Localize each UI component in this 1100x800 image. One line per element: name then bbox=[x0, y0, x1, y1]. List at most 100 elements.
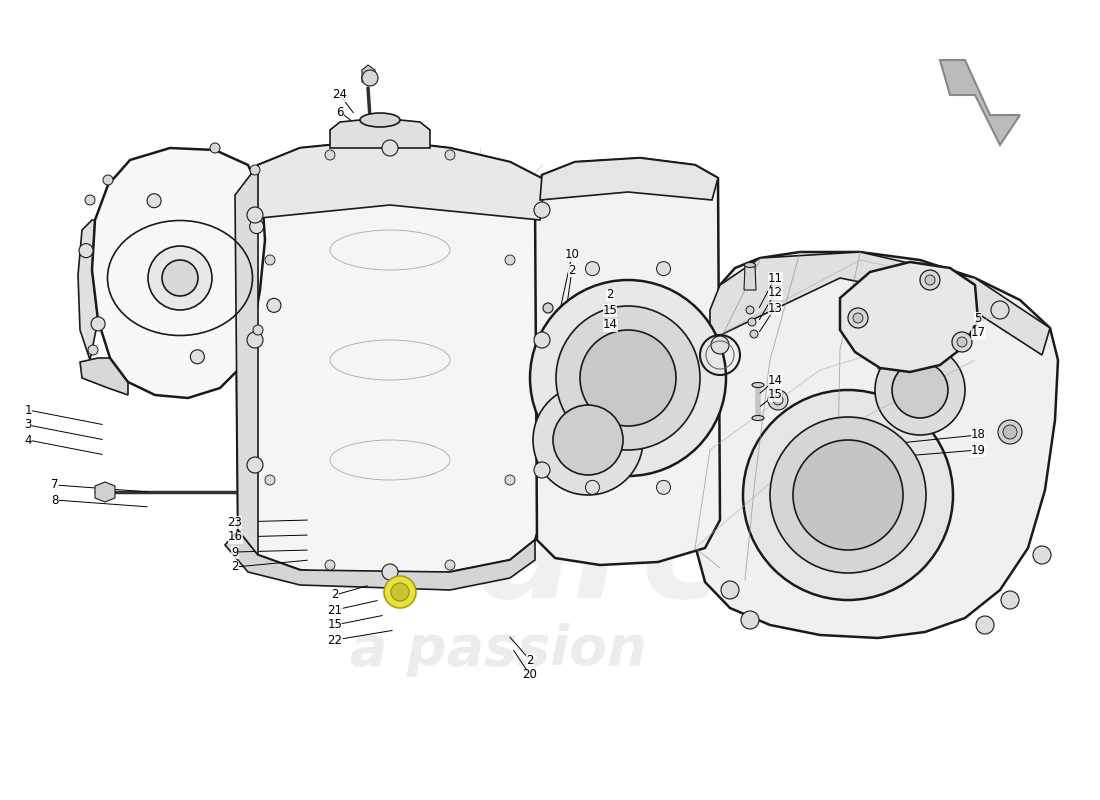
Circle shape bbox=[505, 475, 515, 485]
Polygon shape bbox=[235, 140, 548, 578]
Circle shape bbox=[248, 332, 263, 348]
Circle shape bbox=[657, 480, 671, 494]
Text: arces: arces bbox=[480, 493, 902, 627]
Text: 5: 5 bbox=[975, 311, 981, 325]
Polygon shape bbox=[535, 158, 720, 565]
Polygon shape bbox=[226, 530, 535, 590]
Circle shape bbox=[750, 330, 758, 338]
Circle shape bbox=[324, 560, 336, 570]
Text: 8: 8 bbox=[52, 494, 58, 506]
Text: 19: 19 bbox=[970, 443, 986, 457]
Circle shape bbox=[446, 150, 455, 160]
Circle shape bbox=[543, 303, 553, 313]
Circle shape bbox=[382, 140, 398, 156]
Circle shape bbox=[248, 457, 263, 473]
Text: 2: 2 bbox=[526, 654, 534, 666]
Circle shape bbox=[534, 462, 550, 478]
Circle shape bbox=[267, 298, 280, 312]
Circle shape bbox=[382, 564, 398, 580]
Circle shape bbox=[248, 207, 263, 223]
Text: a passion: a passion bbox=[350, 623, 647, 677]
Circle shape bbox=[103, 175, 113, 185]
Text: 18: 18 bbox=[970, 429, 986, 442]
Circle shape bbox=[91, 317, 106, 331]
Circle shape bbox=[768, 390, 788, 410]
Text: 17: 17 bbox=[970, 326, 986, 339]
Circle shape bbox=[162, 260, 198, 296]
Circle shape bbox=[384, 576, 416, 608]
Text: 14: 14 bbox=[768, 374, 782, 386]
Polygon shape bbox=[92, 148, 265, 398]
Polygon shape bbox=[362, 65, 375, 82]
Polygon shape bbox=[240, 140, 544, 220]
Text: 14: 14 bbox=[603, 318, 617, 331]
Text: europ: europ bbox=[420, 413, 877, 547]
Polygon shape bbox=[80, 358, 128, 395]
Circle shape bbox=[991, 301, 1009, 319]
Text: 23: 23 bbox=[228, 515, 242, 529]
Polygon shape bbox=[710, 252, 1050, 355]
Circle shape bbox=[534, 385, 644, 495]
Circle shape bbox=[148, 246, 212, 310]
Circle shape bbox=[742, 390, 953, 600]
Circle shape bbox=[585, 262, 600, 276]
Circle shape bbox=[534, 332, 550, 348]
Circle shape bbox=[720, 581, 739, 599]
Ellipse shape bbox=[752, 382, 764, 387]
Circle shape bbox=[88, 345, 98, 355]
Text: 24: 24 bbox=[332, 89, 348, 102]
Text: 9: 9 bbox=[231, 546, 239, 558]
Text: 6: 6 bbox=[337, 106, 343, 118]
Circle shape bbox=[79, 244, 94, 258]
Circle shape bbox=[147, 194, 161, 208]
Text: 13: 13 bbox=[768, 302, 782, 314]
Text: 3: 3 bbox=[24, 418, 32, 431]
Circle shape bbox=[952, 332, 972, 352]
Circle shape bbox=[848, 308, 868, 328]
Circle shape bbox=[253, 325, 263, 335]
Text: 1: 1 bbox=[24, 403, 32, 417]
Circle shape bbox=[957, 337, 967, 347]
Circle shape bbox=[920, 270, 940, 290]
Circle shape bbox=[250, 165, 260, 175]
Circle shape bbox=[852, 313, 864, 323]
Circle shape bbox=[892, 362, 948, 418]
Circle shape bbox=[530, 280, 726, 476]
Circle shape bbox=[553, 405, 623, 475]
Circle shape bbox=[85, 195, 95, 205]
Circle shape bbox=[362, 70, 378, 86]
Circle shape bbox=[711, 336, 729, 354]
Text: 10: 10 bbox=[564, 249, 580, 262]
Circle shape bbox=[1033, 546, 1050, 564]
Text: 15: 15 bbox=[603, 303, 617, 317]
Circle shape bbox=[773, 395, 783, 405]
Circle shape bbox=[556, 306, 700, 450]
Circle shape bbox=[250, 219, 264, 234]
Circle shape bbox=[770, 417, 926, 573]
Polygon shape bbox=[840, 262, 978, 372]
Text: 15: 15 bbox=[328, 618, 342, 631]
Circle shape bbox=[210, 143, 220, 153]
Circle shape bbox=[265, 255, 275, 265]
Polygon shape bbox=[78, 220, 98, 360]
Circle shape bbox=[534, 202, 550, 218]
Text: 22: 22 bbox=[328, 634, 342, 646]
Circle shape bbox=[746, 306, 754, 314]
Circle shape bbox=[1001, 591, 1019, 609]
Circle shape bbox=[390, 583, 409, 601]
Polygon shape bbox=[540, 158, 718, 200]
Polygon shape bbox=[744, 265, 756, 290]
Circle shape bbox=[505, 255, 515, 265]
Circle shape bbox=[265, 475, 275, 485]
Ellipse shape bbox=[360, 113, 400, 127]
Text: 12: 12 bbox=[768, 286, 782, 299]
Polygon shape bbox=[95, 482, 116, 502]
Polygon shape bbox=[330, 118, 430, 148]
Text: 21: 21 bbox=[328, 603, 342, 617]
Text: 4: 4 bbox=[24, 434, 32, 446]
Text: 2: 2 bbox=[569, 263, 575, 277]
Ellipse shape bbox=[752, 415, 764, 421]
Circle shape bbox=[976, 616, 994, 634]
Circle shape bbox=[874, 345, 965, 435]
Circle shape bbox=[1003, 425, 1018, 439]
